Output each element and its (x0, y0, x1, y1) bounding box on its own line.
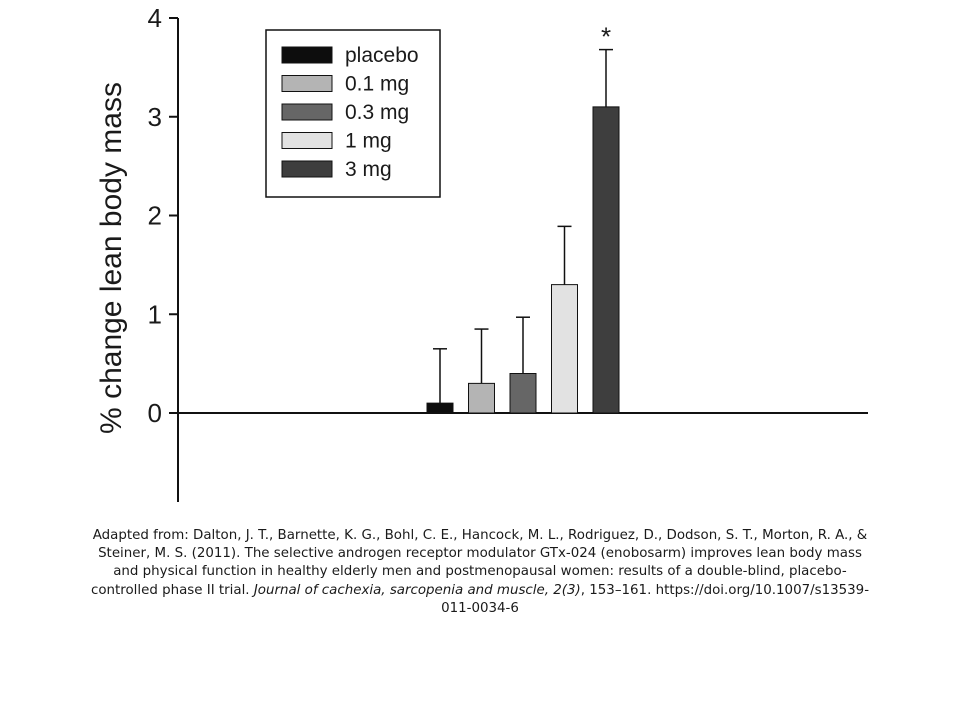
y-axis-label: % change lean body mass (95, 82, 128, 434)
bar-placebo (426, 402, 454, 414)
bars: * (426, 22, 620, 414)
legend-label: 3 mg (345, 158, 392, 181)
bar-1-mg (551, 284, 578, 414)
legend-label: 0.1 mg (345, 73, 409, 96)
y-tick-label: 3 (148, 102, 162, 132)
significance-marker: * (601, 22, 611, 52)
citation-journal: Journal of cachexia, sarcopenia and musc… (253, 582, 581, 598)
y-tick-label: 1 (148, 299, 162, 329)
legend-label: 0.3 mg (345, 101, 409, 124)
legend-label: placebo (345, 44, 419, 67)
y-ticks: 0 1 2 3 4 (148, 3, 178, 428)
y-tick-label: 2 (148, 201, 162, 231)
y-tick-label: 4 (148, 3, 162, 33)
legend-swatch (281, 160, 333, 178)
legend-swatch (281, 75, 333, 92)
citation-doi: , 153–161. https://doi.org/10.1007/s1353… (441, 582, 870, 616)
legend-swatch (281, 132, 333, 149)
y-tick-label: 0 (148, 398, 162, 428)
citation: Adapted from: Dalton, J. T., Barnette, K… (90, 527, 870, 618)
legend-label: 1 mg (345, 130, 392, 153)
bar-3-mg (592, 106, 620, 414)
legend: placebo 0.1 mg 0.3 mg 1 mg 3 mg (265, 29, 441, 198)
bar-0-3-mg (509, 373, 537, 414)
bar-0-1-mg (468, 382, 495, 414)
legend-swatch (281, 46, 333, 64)
legend-swatch (281, 103, 333, 121)
bar-chart: % change lean body mass 0 1 2 3 4 * placebo 0… (95, 3, 868, 502)
citation-text: Adapted from: Dalton, J. T., Barnette, K… (90, 528, 868, 598)
